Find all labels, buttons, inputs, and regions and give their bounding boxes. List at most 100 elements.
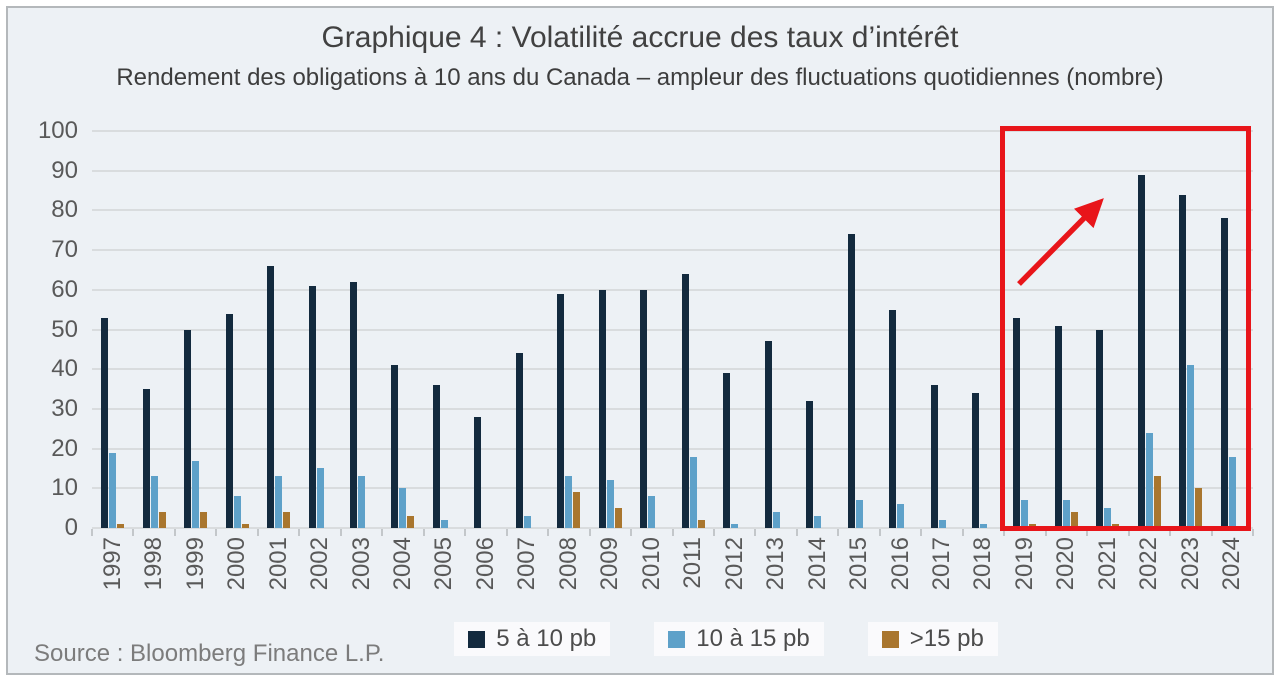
gridline: [92, 328, 1253, 331]
y-axis-tick-label: 20: [51, 434, 78, 462]
chart-subtitle: Rendement des obligations à 10 ans du Ca…: [116, 64, 1164, 91]
x-axis-tick: [422, 529, 425, 536]
bar-2020-gt15pb: [1070, 512, 1078, 528]
x-axis-tick: [795, 529, 798, 536]
x-axis-label: 2011: [679, 537, 707, 589]
bar-2000-gt15pb: [241, 524, 249, 528]
x-axis-label: 2007: [513, 537, 541, 591]
x-axis-tick: [630, 529, 633, 536]
x-axis-label: 2018: [969, 537, 997, 591]
legend-label: 10 à 15 pb: [696, 625, 810, 652]
x-axis-tick: [132, 529, 135, 536]
bar-2024-10a15pb: [1228, 456, 1236, 528]
gridline: [92, 288, 1253, 291]
bar-2016-10a15pb: [897, 504, 905, 528]
bar-2001-10a15pb: [275, 476, 283, 528]
bar-2012-5a10pb: [723, 373, 731, 528]
plot-area: [91, 126, 1254, 536]
bar-2022-10a15pb: [1145, 432, 1153, 528]
bar-2017-10a15pb: [938, 520, 946, 528]
x-axis-label: 2009: [596, 537, 624, 591]
bar-1997-10a15pb: [109, 452, 117, 528]
y-axis-tick-label: 100: [37, 117, 78, 144]
x-axis-label: 2019: [1010, 537, 1038, 591]
bar-1997-5a10pb: [101, 317, 109, 528]
bar-2015-5a10pb: [847, 234, 855, 528]
gridline: [92, 407, 1253, 410]
x-axis-tick: [1044, 529, 1047, 536]
y-axis-tick-label: 10: [51, 474, 78, 502]
x-axis-label: 2013: [762, 537, 790, 591]
legend: 5 à 10 pb 10 à 15 pb >15 pb: [94, 622, 1272, 656]
y-axis-tick-label: 50: [51, 315, 78, 343]
x-axis-label: 2004: [388, 537, 416, 591]
bar-2003-5a10pb: [350, 281, 358, 528]
y-axis-tick-label: 90: [51, 156, 78, 184]
x-axis-label: 1997: [98, 537, 126, 591]
gridline: [92, 527, 1253, 529]
y-axis-tick-label: 60: [51, 275, 78, 303]
x-axis-tick: [920, 529, 923, 536]
x-axis-label: 2006: [471, 537, 499, 591]
x-axis-label: 2000: [223, 537, 251, 591]
bar-2001-5a10pb: [267, 265, 275, 528]
x-axis-label: 1998: [140, 537, 168, 591]
bar-2021-5a10pb: [1096, 329, 1104, 528]
legend-item: 10 à 15 pb: [654, 622, 824, 656]
x-axis-tick: [505, 529, 508, 536]
x-axis-label: 2020: [1052, 537, 1080, 591]
bar-2011-5a10pb: [681, 273, 689, 528]
bar-1998-gt15pb: [158, 512, 166, 528]
bar-1999-gt15pb: [200, 512, 208, 528]
bar-2020-5a10pb: [1054, 325, 1062, 528]
bar-2016-5a10pb: [889, 309, 897, 528]
x-axis-tick: [754, 529, 757, 536]
bar-2004-gt15pb: [407, 516, 415, 528]
x-axis-label: 2005: [430, 537, 458, 591]
x-axis-tick: [464, 529, 467, 536]
bar-2023-5a10pb: [1179, 194, 1187, 528]
bar-2013-10a15pb: [772, 512, 780, 528]
bar-2007-10a15pb: [523, 516, 531, 528]
chart-title: Graphique 4 : Volatilité accrue des taux…: [321, 21, 959, 54]
y-axis-tick-label: 0: [64, 514, 78, 541]
gridline: [92, 368, 1253, 371]
bar-2005-5a10pb: [432, 385, 440, 528]
bar-2003-10a15pb: [358, 476, 366, 528]
legend-swatch: [668, 630, 686, 648]
legend-label: 5 à 10 pb: [496, 625, 597, 652]
x-axis-label: 2021: [1093, 537, 1121, 591]
bar-2006-5a10pb: [474, 416, 482, 528]
x-axis-label: 2012: [720, 537, 748, 591]
bar-2008-5a10pb: [557, 293, 565, 528]
x-axis-tick: [1127, 529, 1130, 536]
x-axis-label: 2008: [554, 537, 582, 591]
bar-2008-10a15pb: [565, 476, 573, 528]
gridline: [92, 487, 1253, 490]
bar-2001-gt15pb: [283, 512, 291, 528]
x-axis-label: 1999: [181, 537, 209, 591]
bar-2014-10a15pb: [814, 516, 822, 528]
bar-2007-5a10pb: [515, 353, 523, 528]
bar-2011-gt15pb: [697, 520, 705, 528]
bar-2000-10a15pb: [233, 496, 241, 528]
legend-item: 5 à 10 pb: [454, 622, 611, 656]
x-axis-tick: [298, 529, 301, 536]
bar-2004-5a10pb: [391, 365, 399, 528]
x-axis-label: 2024: [1218, 537, 1246, 591]
bar-2011-10a15pb: [689, 456, 697, 528]
bar-2021-10a15pb: [1104, 508, 1112, 528]
bar-2008-gt15pb: [573, 492, 581, 528]
highlight-box: [1000, 126, 1251, 531]
x-axis-label: 2015: [845, 537, 873, 591]
y-axis-tick-label: 30: [51, 394, 78, 422]
x-axis-label: 2003: [347, 537, 375, 591]
x-axis-label: 2002: [306, 537, 334, 591]
bar-2009-gt15pb: [614, 508, 622, 528]
x-axis-label: 2016: [886, 537, 914, 591]
gridline: [92, 447, 1253, 450]
bar-1998-10a15pb: [150, 476, 158, 528]
bar-2019-10a15pb: [1021, 500, 1029, 528]
x-axis-tick: [215, 529, 218, 536]
x-axis-tick: [878, 529, 881, 536]
